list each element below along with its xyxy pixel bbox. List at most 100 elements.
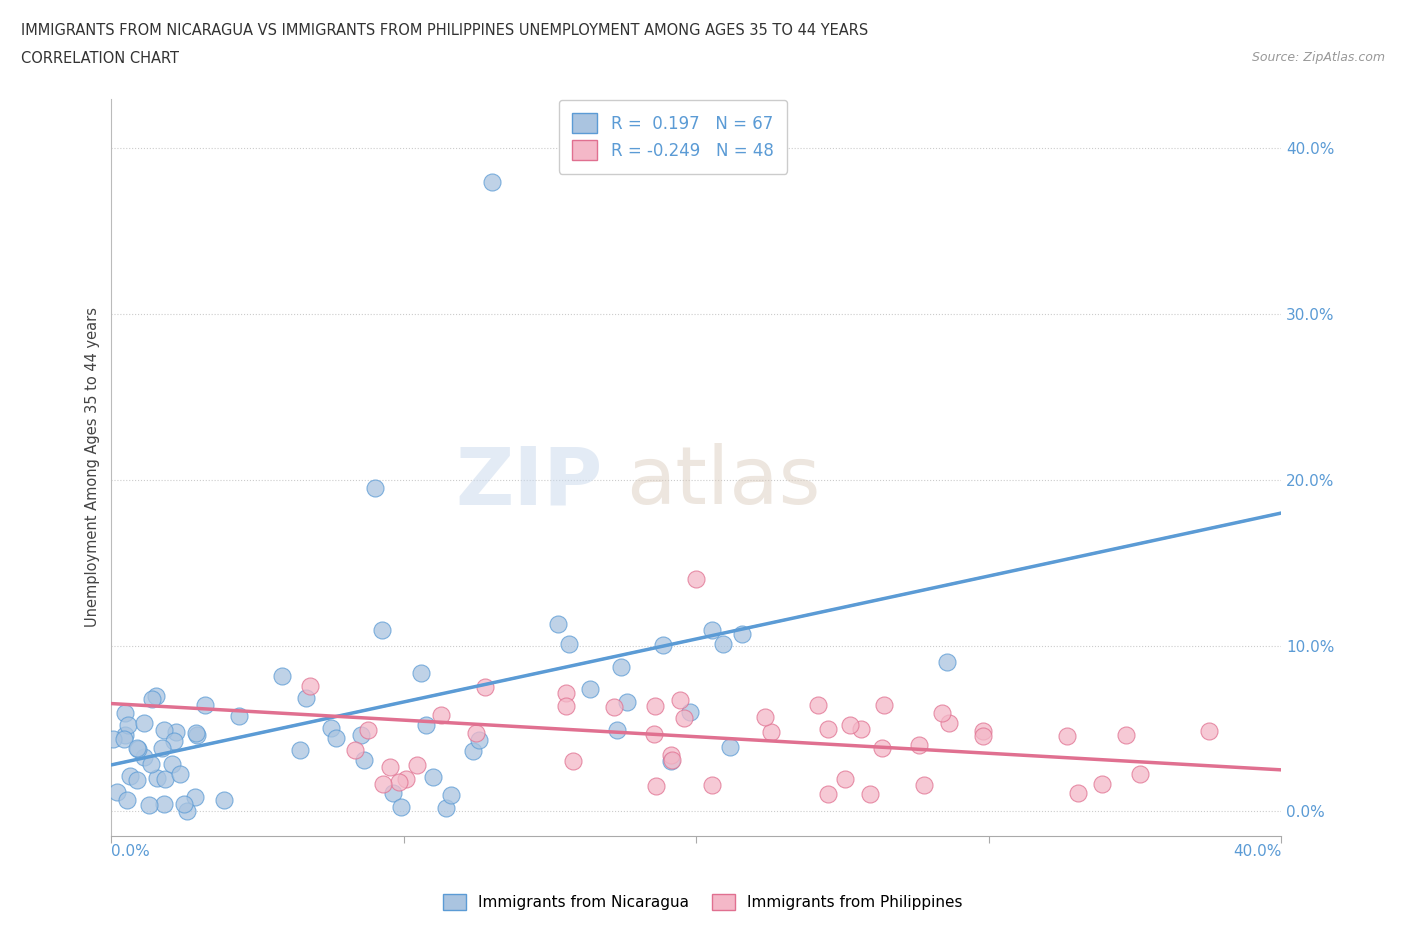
Point: [558, 637, 581, 652]
Point: [395, 771, 418, 786]
Point: [141, 691, 163, 706]
Text: 0.0%: 0.0%: [111, 844, 150, 859]
Point: [849, 722, 872, 737]
Point: [1115, 727, 1137, 742]
Point: [357, 723, 380, 737]
Point: [616, 695, 638, 710]
Point: [422, 770, 444, 785]
Point: [184, 790, 207, 804]
Point: [370, 622, 392, 637]
Point: [859, 787, 882, 802]
Point: [169, 766, 191, 781]
Point: [118, 768, 141, 783]
Point: [145, 689, 167, 704]
Point: [643, 727, 665, 742]
Point: [184, 726, 207, 741]
Point: [150, 740, 173, 755]
Point: [839, 717, 862, 732]
Point: [112, 731, 135, 746]
Point: [440, 788, 463, 803]
Point: [146, 771, 169, 786]
Point: [228, 709, 250, 724]
Point: [834, 771, 856, 786]
Text: IMMIGRANTS FROM NICARAGUA VS IMMIGRANTS FROM PHILIPPINES UNEMPLOYMENT AMONG AGES: IMMIGRANTS FROM NICARAGUA VS IMMIGRANTS …: [21, 23, 869, 38]
Point: [186, 727, 208, 742]
Point: [645, 779, 668, 794]
Point: [579, 682, 602, 697]
Point: [288, 743, 311, 758]
Point: [873, 698, 896, 712]
Point: [817, 787, 839, 802]
Point: [711, 637, 734, 652]
Point: [661, 752, 683, 767]
Point: [1198, 724, 1220, 738]
Y-axis label: Unemployment Among Ages 35 to 44 years: Unemployment Among Ages 35 to 44 years: [86, 308, 100, 628]
Legend: R =  0.197   N = 67, R = -0.249   N = 48: R = 0.197 N = 67, R = -0.249 N = 48: [560, 100, 787, 174]
Point: [759, 724, 782, 739]
Point: [481, 174, 503, 189]
Point: [754, 710, 776, 724]
Point: [353, 752, 375, 767]
Point: [610, 659, 633, 674]
Point: [700, 777, 723, 792]
Legend: Immigrants from Nicaragua, Immigrants from Philippines: Immigrants from Nicaragua, Immigrants fr…: [436, 886, 970, 918]
Point: [651, 638, 673, 653]
Point: [138, 798, 160, 813]
Point: [411, 666, 433, 681]
Point: [153, 723, 176, 737]
Point: [972, 724, 994, 738]
Point: [817, 722, 839, 737]
Point: [173, 796, 195, 811]
Point: [603, 699, 626, 714]
Point: [114, 727, 136, 742]
Point: [127, 742, 149, 757]
Point: [134, 750, 156, 764]
Point: [114, 706, 136, 721]
Point: [363, 481, 385, 496]
Point: [271, 669, 294, 684]
Point: [103, 731, 125, 746]
Point: [382, 786, 405, 801]
Point: [430, 707, 453, 722]
Point: [153, 796, 176, 811]
Point: [117, 718, 139, 733]
Point: [547, 617, 569, 631]
Text: 40.0%: 40.0%: [1233, 844, 1281, 859]
Point: [731, 626, 754, 641]
Text: atlas: atlas: [626, 444, 821, 521]
Point: [132, 716, 155, 731]
Point: [669, 693, 692, 708]
Point: [972, 728, 994, 743]
Point: [673, 711, 696, 725]
Point: [165, 724, 187, 739]
Point: [700, 623, 723, 638]
Text: ZIP: ZIP: [456, 444, 603, 521]
Point: [321, 720, 343, 735]
Point: [464, 725, 486, 740]
Point: [415, 718, 437, 733]
Point: [938, 715, 960, 730]
Point: [685, 572, 707, 587]
Point: [718, 739, 741, 754]
Point: [914, 777, 936, 792]
Point: [325, 730, 347, 745]
Point: [908, 737, 931, 752]
Point: [461, 744, 484, 759]
Point: [299, 679, 322, 694]
Point: [389, 799, 412, 814]
Point: [1067, 785, 1090, 800]
Point: [371, 777, 394, 791]
Point: [936, 655, 959, 670]
Point: [153, 772, 176, 787]
Point: [194, 698, 217, 712]
Point: [378, 759, 401, 774]
Point: [295, 690, 318, 705]
Text: Source: ZipAtlas.com: Source: ZipAtlas.com: [1251, 51, 1385, 64]
Point: [176, 804, 198, 818]
Point: [160, 757, 183, 772]
Point: [807, 698, 830, 712]
Point: [350, 728, 373, 743]
Point: [606, 723, 628, 737]
Point: [117, 792, 139, 807]
Point: [406, 757, 429, 772]
